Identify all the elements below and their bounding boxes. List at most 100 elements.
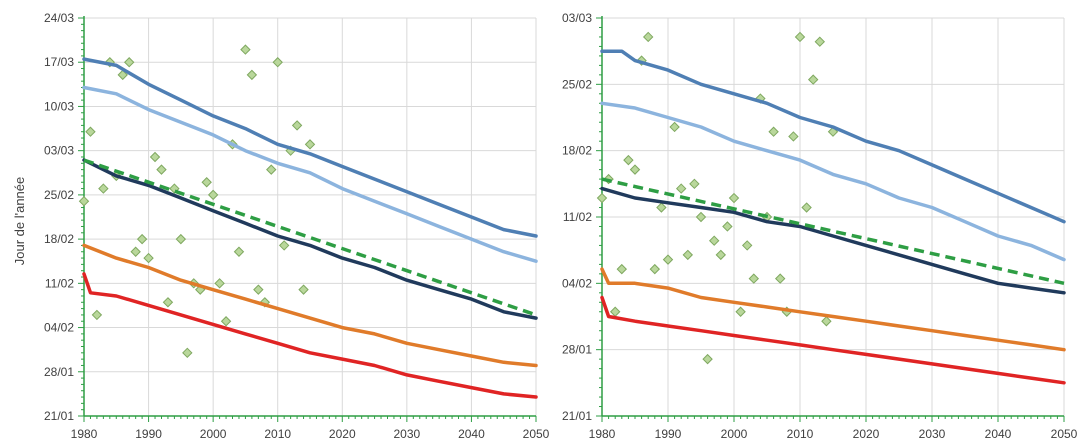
observation-point bbox=[801, 202, 812, 213]
series-line-q10 bbox=[600, 295, 1066, 385]
x-tick-label: 1980 bbox=[589, 427, 616, 441]
y-axis-title: Jour de l'année bbox=[12, 177, 27, 266]
observation-point bbox=[675, 183, 687, 194]
observation-point bbox=[774, 273, 786, 284]
observation-point bbox=[616, 263, 628, 275]
observation-point bbox=[143, 252, 154, 264]
y-tick-label: 24/03 bbox=[44, 11, 74, 25]
series-line-q90 bbox=[600, 49, 1066, 224]
chart-panel-left: Jour de l'année 21/01 28/01 04/02 11/02 18/0… bbox=[12, 11, 550, 441]
observation-point bbox=[814, 36, 826, 47]
y-tick-label: 28/01 bbox=[562, 343, 592, 357]
observation-point bbox=[207, 189, 219, 201]
observation-point bbox=[291, 120, 303, 131]
observation-point bbox=[136, 233, 148, 245]
y-tick-label: 21/01 bbox=[44, 409, 74, 423]
observation-point bbox=[715, 249, 727, 261]
observation-point bbox=[246, 69, 258, 81]
series-line-median bbox=[82, 158, 538, 320]
observation-point bbox=[156, 164, 167, 175]
x-tick-label: 1990 bbox=[655, 427, 682, 441]
observation-point bbox=[821, 316, 832, 327]
observation-point bbox=[702, 353, 713, 365]
observation-point bbox=[649, 263, 661, 275]
observation-point bbox=[278, 240, 290, 251]
observation-point bbox=[662, 254, 674, 265]
observation-point bbox=[827, 126, 839, 137]
x-tick-label: 1990 bbox=[135, 427, 162, 441]
y-tick-label: 11/02 bbox=[45, 276, 74, 290]
observation-point bbox=[175, 233, 187, 245]
observation-point bbox=[98, 183, 109, 194]
series-line-q10 bbox=[82, 272, 538, 399]
observation-point bbox=[253, 284, 264, 295]
series-line-median bbox=[600, 186, 1066, 295]
observation-point bbox=[629, 164, 641, 175]
y-tick-label: 10/03 bbox=[44, 99, 74, 113]
x-tick-label: 2030 bbox=[919, 427, 946, 441]
observation-point bbox=[689, 178, 700, 190]
series-line-q90 bbox=[82, 57, 538, 238]
y-tick-label: 28/01 bbox=[44, 365, 74, 379]
observation-point bbox=[201, 177, 212, 188]
observation-point bbox=[748, 273, 760, 284]
observation-point bbox=[722, 221, 733, 232]
x-tick-label: 2040 bbox=[458, 427, 485, 441]
observation-point bbox=[162, 297, 174, 308]
x-tick-label: 2010 bbox=[264, 427, 291, 441]
x-tick-label: 2050 bbox=[1051, 427, 1078, 441]
x-tick-label: 1980 bbox=[71, 427, 98, 441]
y-tick-label: 18/02 bbox=[562, 144, 592, 158]
observation-point bbox=[214, 278, 225, 289]
observation-point bbox=[695, 211, 707, 223]
observation-point bbox=[130, 246, 141, 257]
observation-point bbox=[728, 192, 740, 204]
y-tick-label: 04/02 bbox=[44, 321, 74, 335]
observation-point bbox=[149, 151, 161, 163]
y-tick-label: 25/02 bbox=[44, 188, 74, 202]
observation-point bbox=[266, 164, 277, 175]
y-tick-label: 25/02 bbox=[562, 77, 592, 91]
observation-point bbox=[656, 202, 667, 213]
observation-point bbox=[669, 121, 680, 133]
observation-point bbox=[768, 126, 779, 137]
observation-point bbox=[623, 154, 634, 166]
observation-point bbox=[78, 195, 90, 207]
y-tick-label: 11/02 bbox=[563, 210, 592, 224]
observation-point bbox=[735, 306, 746, 317]
series-line-q25 bbox=[600, 267, 1066, 352]
observation-point bbox=[794, 31, 806, 43]
y-tick-label: 03/03 bbox=[562, 11, 592, 25]
observation-point bbox=[220, 316, 232, 327]
y-tick-label: 04/02 bbox=[562, 276, 592, 290]
observation-point bbox=[117, 69, 128, 81]
y-tick-label: 03/03 bbox=[44, 144, 74, 158]
y-tick-label: 17/03 bbox=[44, 55, 74, 69]
observation-point bbox=[788, 131, 799, 142]
observation-point bbox=[182, 347, 193, 359]
observation-point bbox=[609, 306, 621, 317]
x-tick-label: 2010 bbox=[787, 427, 814, 441]
x-tick-label: 2030 bbox=[394, 427, 421, 441]
series-line-q25 bbox=[82, 243, 538, 368]
series-line-q75 bbox=[82, 85, 538, 263]
chart-panel-right: 21/01 28/01 04/02 11/02 18/02 25/02 03/03 1980 1… bbox=[562, 11, 1078, 441]
y-tick-label: 21/01 bbox=[562, 409, 592, 423]
x-tick-label: 2040 bbox=[985, 427, 1012, 441]
observation-point bbox=[642, 31, 654, 43]
observation-point bbox=[741, 240, 753, 251]
x-tick-label: 2000 bbox=[721, 427, 748, 441]
observation-point bbox=[240, 44, 251, 55]
observation-point bbox=[596, 192, 608, 204]
x-tick-label: 2000 bbox=[200, 427, 227, 441]
observation-point bbox=[91, 309, 103, 321]
observation-point bbox=[233, 246, 245, 257]
observation-point bbox=[708, 235, 720, 246]
observation-point bbox=[123, 57, 135, 68]
series-line-q75 bbox=[600, 101, 1066, 262]
y-tick-label: 18/02 bbox=[44, 232, 74, 246]
x-tick-label: 2020 bbox=[853, 427, 880, 441]
observation-point bbox=[304, 139, 316, 150]
observation-point bbox=[272, 57, 283, 68]
